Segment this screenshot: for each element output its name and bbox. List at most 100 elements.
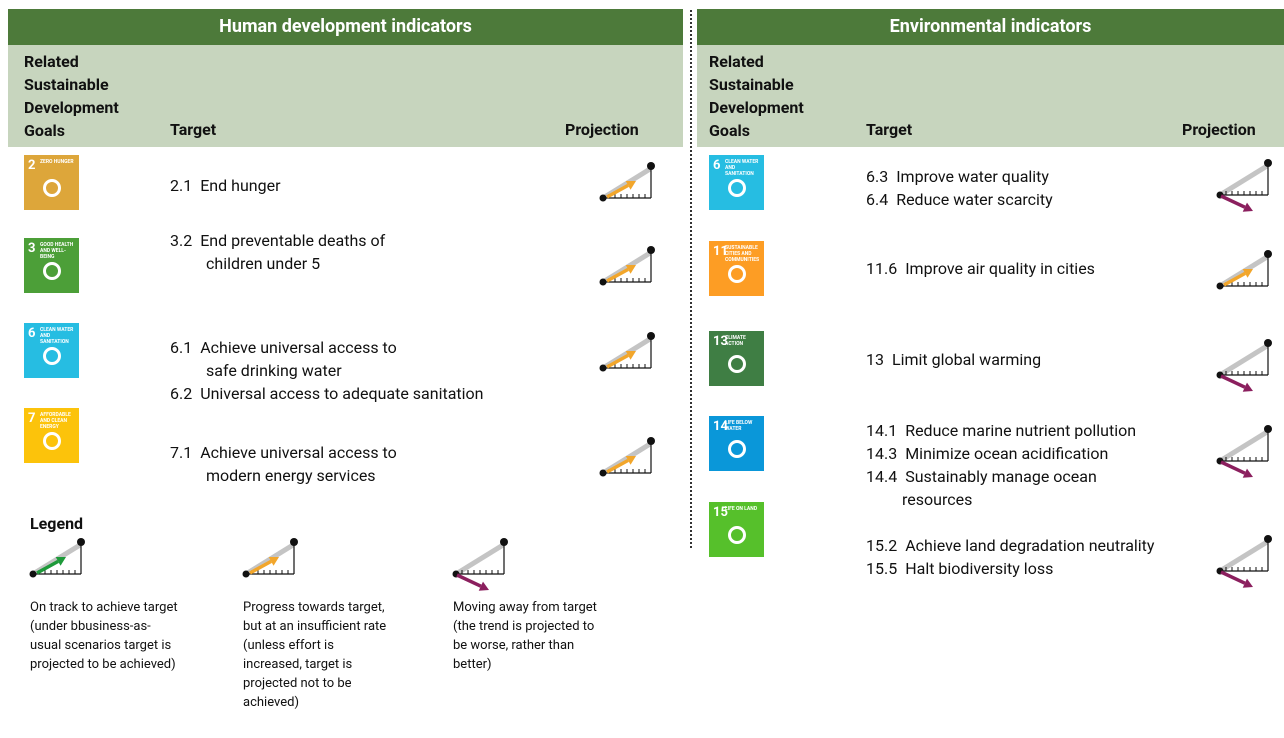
target-line: resources [866, 488, 1136, 511]
sdg-name: CLEAN WATER AND SANITATION [40, 327, 74, 345]
trend-head [1242, 202, 1253, 212]
sdg-name: CLIMATE ACTION [725, 335, 746, 347]
gauge-diagonal [454, 542, 505, 577]
trend-shaft [606, 458, 629, 474]
target-line: 15.2 Achieve land degradation neutrality [866, 534, 1154, 557]
target-text: Achieve universal access to [200, 443, 397, 462]
target-code: 11.6 [866, 259, 898, 278]
sdg-name: ZERO HUNGER [40, 159, 74, 165]
target-line: 6.1 Achieve universal access to [170, 336, 484, 359]
target-line: 14.4 Sustainably manage ocean [866, 465, 1136, 488]
target-line: 6.2 Universal access to adequate sanitati… [170, 382, 484, 405]
target-text: Minimize ocean acidification [905, 444, 1109, 463]
gauge-target [1264, 339, 1272, 347]
trend-head [625, 455, 636, 465]
projection-icon [242, 538, 298, 578]
target-code: 6.1 [170, 338, 193, 357]
target-line: 14.3 Minimize ocean acidification [866, 442, 1136, 465]
sdg-number: 7 [28, 411, 36, 426]
trend-shaft [1223, 271, 1246, 287]
projection-icon [599, 246, 655, 286]
gauge-target [77, 538, 85, 546]
gauge-origin [599, 469, 607, 477]
sdg-number: 14 [713, 419, 728, 434]
targets: 6.3 Improve water quality 6.4 Reduce water … [866, 165, 1053, 211]
gauge-target [1264, 159, 1272, 167]
trend-head [625, 264, 636, 274]
sdg-number: 6 [713, 158, 721, 173]
trend-head [625, 350, 636, 360]
target-line: modern energy services [170, 464, 397, 487]
target-code: 3.2 [170, 231, 193, 250]
sdg-icon: 13 CLIMATE ACTION [709, 331, 764, 386]
sdg-name: AFFORDABLE AND CLEAN ENERGY [40, 412, 71, 430]
target-code: 15.2 [866, 536, 898, 555]
projection-icon [599, 162, 655, 202]
gauge-target [500, 538, 508, 546]
sdg-glyph [728, 440, 746, 458]
gauge-diagonal [1218, 539, 1269, 574]
sdg-glyph [728, 179, 746, 197]
target-code: 14.4 [866, 467, 898, 486]
legend-text: On track to achieve target (under bbusin… [30, 600, 178, 672]
sdg-name: LIFE BELOW WATER [725, 420, 753, 432]
projection-icon [599, 332, 655, 372]
projection-icon [1216, 425, 1272, 478]
target-text: resources [902, 490, 973, 509]
target-header: Target [170, 120, 217, 139]
target-code: 15.5 [866, 559, 898, 578]
target-line: 13 Limit global warming [866, 348, 1041, 371]
target-text: Reduce water scarcity [896, 190, 1053, 209]
sdg-icon: 11 SUSTAINABLE CITIES AND COMMUNITIES [709, 241, 764, 296]
projection-icon [452, 538, 508, 591]
panel-title: Environmental indicators [697, 9, 1284, 45]
target-text: Improve water quality [896, 167, 1049, 186]
sdg-number: 6 [28, 326, 36, 341]
projection-icon [1216, 250, 1272, 290]
target-text: Reduce marine nutrient pollution [905, 421, 1137, 440]
sdg-name: CLEAN WATER AND SANITATION [725, 159, 759, 177]
target-code: 6.2 [170, 384, 193, 403]
target-code: 7.1 [170, 443, 193, 462]
sdg-glyph [43, 262, 61, 280]
trend-shaft [606, 353, 629, 369]
trend-head [268, 556, 279, 566]
sdg-glyph [43, 179, 61, 197]
trend-shaft [1220, 570, 1246, 585]
trend-head [1242, 268, 1253, 278]
targets: 3.2 End preventable deaths of children und… [170, 229, 385, 275]
gauge-origin [1216, 282, 1224, 290]
gauge-target [647, 332, 655, 340]
targets: 13 Limit global warming [866, 348, 1041, 371]
trend-shaft [1220, 194, 1246, 209]
sdg-icon: 6 CLEAN WATER AND SANITATION [24, 323, 79, 378]
sdg-icon: 3 GOOD HEALTH AND WELL-BEING [24, 238, 79, 293]
target-code: 13 [866, 350, 884, 369]
gauge-target [647, 437, 655, 445]
target-line: 2.1 End hunger [170, 174, 280, 197]
target-line: 11.6 Improve air quality in cities [866, 257, 1095, 280]
trend-head [1242, 578, 1253, 588]
sdg-icon: 6 CLEAN WATER AND SANITATION [709, 155, 764, 210]
goals-header: Related Sustainable Development Goals [24, 52, 119, 140]
targets: 7.1 Achieve universal access to modern ene… [170, 441, 397, 487]
sdg-number: 13 [713, 334, 728, 349]
trend-shaft [1220, 460, 1246, 475]
targets: 14.1 Reduce marine nutrient pollution 14.3… [866, 419, 1136, 511]
gauge-diagonal [1218, 343, 1269, 378]
gauge-target [1264, 535, 1272, 543]
target-text: Universal access to adequate sanitation [200, 384, 484, 403]
column-band [697, 45, 1284, 147]
panel-title: Human development indicators [8, 9, 683, 45]
target-text: modern energy services [206, 466, 376, 485]
gauge-target [290, 538, 298, 546]
targets: 15.2 Achieve land degradation neutrality 1… [866, 534, 1154, 580]
sdg-icon: 2 ZERO HUNGER [24, 155, 79, 210]
target-line: children under 5 [170, 252, 385, 275]
sdg-glyph [728, 355, 746, 373]
sdg-number: 11 [713, 244, 728, 259]
gauge-target [647, 162, 655, 170]
trend-shaft [606, 183, 629, 199]
projection-header: Projection [565, 120, 639, 139]
